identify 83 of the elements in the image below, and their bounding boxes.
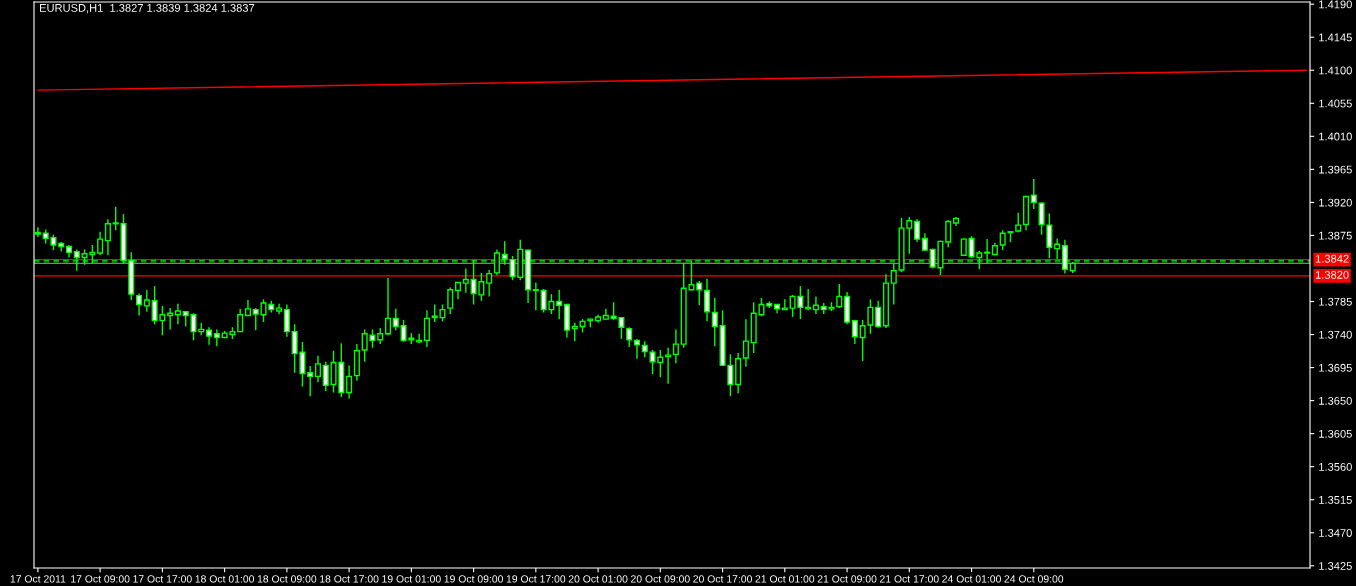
candlestick (914, 218, 921, 243)
candlestick (633, 338, 641, 360)
y-tick-label: 1.4055 (1319, 99, 1352, 108)
x-tick-label: 18 Oct 17:00 (320, 575, 379, 583)
candlestick (493, 248, 500, 276)
x-tick-label: 20 Oct 09:00 (631, 575, 690, 583)
y-tick-label: 1.3650 (1319, 396, 1352, 405)
candlestick (665, 347, 672, 385)
candlestick (167, 307, 174, 331)
candlestick (1054, 237, 1061, 260)
candlestick (384, 277, 392, 336)
x-tick-label: 19 Oct 01:00 (382, 575, 441, 583)
y-tick-label: 1.3515 (1319, 495, 1352, 504)
candlestick (486, 269, 493, 298)
candlestick (143, 289, 150, 313)
candlestick (999, 229, 1006, 251)
y-tick-label: 1.3605 (1319, 429, 1352, 438)
candlestick (97, 231, 104, 256)
candlestick (556, 289, 563, 320)
candlestick (314, 355, 322, 383)
y-tick-label: 1.3965 (1319, 165, 1352, 174)
x-tick-label: 20 Oct 17:00 (693, 575, 752, 583)
x-tick-label: 24 Oct 09:00 (1004, 575, 1064, 583)
x-tick-label: 19 Oct 09:00 (444, 575, 504, 583)
candlestick (322, 361, 329, 392)
y-tick-label: 1.4145 (1319, 33, 1352, 42)
y-tick-label: 1.4010 (1319, 132, 1352, 141)
candlestick (703, 278, 711, 323)
y-tick-label: 1.4190 (1319, 0, 1352, 9)
x-tick-label: 18 Oct 01:00 (195, 575, 255, 583)
candlestick (462, 267, 469, 294)
candlestick (346, 364, 353, 400)
candlestick (34, 226, 41, 238)
x-tick-label: 21 Oct 17:00 (880, 575, 939, 583)
candlestick (392, 308, 399, 331)
y-tick-label: 1.4100 (1319, 66, 1352, 75)
x-tick-label: 17 Oct 17:00 (133, 575, 192, 583)
candlestick (213, 328, 220, 347)
candlestick (836, 283, 843, 309)
x-tick-label: 17 Oct 09:00 (71, 575, 130, 583)
y-tick-label: 1.3560 (1319, 462, 1352, 471)
y-tick-label: 1.3920 (1319, 198, 1352, 207)
x-tick-label: 21 Oct 09:00 (817, 575, 877, 583)
candlestick (711, 297, 718, 347)
y-tick-label: 1.3875 (1319, 231, 1352, 240)
candlestick (781, 298, 788, 311)
y-tick-label: 1.3785 (1319, 297, 1352, 306)
x-tick-label: 18 Oct 09:00 (257, 575, 317, 583)
candlestick (812, 295, 819, 315)
candlestick (532, 281, 539, 312)
x-tick-label: 20 Oct 01:00 (568, 575, 628, 583)
y-tick-label: 1.3740 (1319, 330, 1352, 339)
candlestick (423, 309, 430, 348)
candlestick (1015, 211, 1022, 234)
candlestick (283, 303, 290, 338)
y-tick-label: 1.3425 (1319, 562, 1352, 570)
candlestick (984, 238, 991, 265)
candlestick (696, 280, 703, 306)
candlestick (1030, 178, 1037, 210)
ref-line-label: 1.3842 (1315, 254, 1349, 263)
candlestick (447, 286, 454, 315)
x-tick-label: 21 Oct 01:00 (755, 575, 815, 583)
candlestick (851, 319, 858, 345)
candlestick (672, 328, 679, 364)
candlestick (237, 308, 244, 333)
candlestick (174, 303, 181, 325)
candlestick (136, 292, 143, 317)
candlestick (875, 300, 882, 328)
chart-title: EURUSD,H1 1.3827 1.3839 1.3824 1.3837 (40, 3, 255, 14)
x-tick-label: 17 Oct 2011 (10, 575, 66, 583)
candlestick (416, 333, 423, 345)
x-tick-label: 19 Oct 17:00 (506, 575, 566, 583)
candlestick (626, 326, 633, 348)
candlestick (104, 218, 111, 256)
candlestick (307, 365, 314, 397)
y-tick-label: 1.3470 (1319, 529, 1352, 537)
candlestick (1061, 239, 1068, 275)
candlestick (945, 219, 952, 248)
x-tick-label: 24 Oct 01:00 (942, 575, 1001, 583)
ref-line-label: 1.3820 (1315, 270, 1349, 279)
y-tick-label: 1.3695 (1319, 363, 1352, 372)
candlestick (73, 248, 80, 272)
candlestick (742, 318, 749, 368)
